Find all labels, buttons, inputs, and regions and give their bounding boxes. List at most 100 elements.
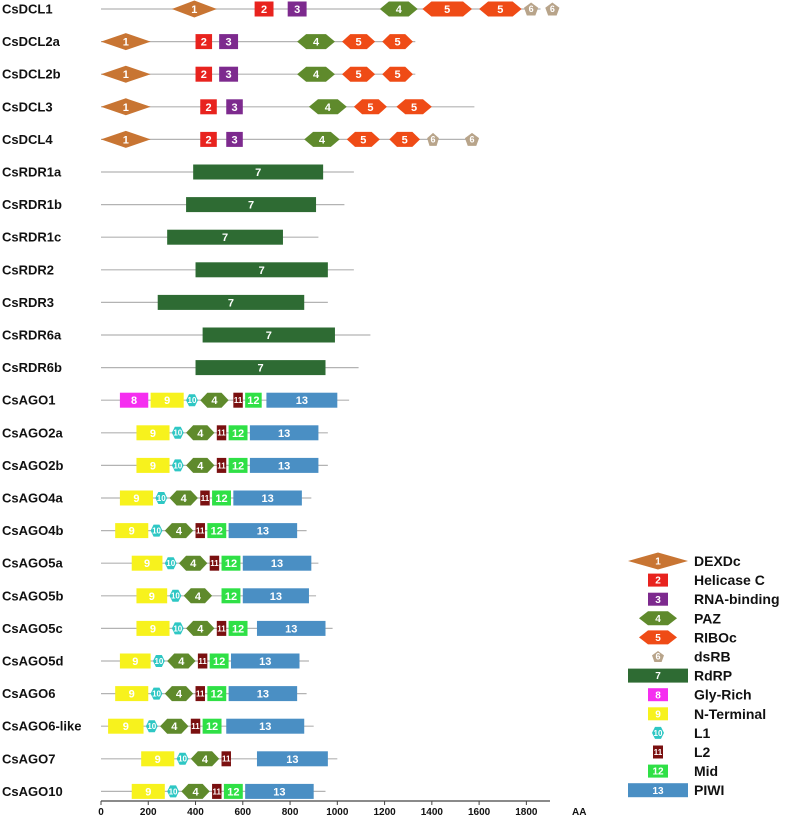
domain-shape xyxy=(119,490,153,506)
legend-item: 12 Mid xyxy=(648,763,718,779)
domain-shape xyxy=(169,589,182,602)
domain-helicase-c: 2 xyxy=(195,66,213,82)
domain-shape xyxy=(171,426,184,439)
domain-shape xyxy=(101,33,151,51)
legend-swatch-number: 3 xyxy=(655,595,661,606)
domain-number: 7 xyxy=(228,297,234,309)
gene-row: CsDCL2b 1 2 3 4 5 5 xyxy=(2,65,416,83)
domain-shape xyxy=(101,98,151,116)
domain-shape xyxy=(157,294,305,310)
legend-swatch-shape xyxy=(648,764,668,778)
domain-riboc: 5 xyxy=(422,1,473,17)
domain-shape xyxy=(119,653,151,669)
gene-name: CsAGO7 xyxy=(2,751,55,766)
domain-number: 11 xyxy=(196,689,205,698)
domain-shape xyxy=(193,164,324,180)
domain-rdrp: 7 xyxy=(186,197,317,213)
domain-shape xyxy=(228,686,298,702)
domain-piwi: 13 xyxy=(266,392,338,408)
domain-shape xyxy=(254,1,274,17)
domain-shape xyxy=(233,392,243,408)
length-axis: 0 200 400 600 800 1000 1200 1400 1600 1800 AA xyxy=(98,800,586,816)
domain-number: 9 xyxy=(144,558,150,570)
domain-rdrp: 7 xyxy=(167,229,283,245)
domain-piwi: 13 xyxy=(233,490,302,506)
domain-helicase-c: 2 xyxy=(200,131,217,147)
domain-number: 4 xyxy=(171,721,178,733)
domain-shape xyxy=(141,751,175,767)
domain-shape xyxy=(228,457,248,473)
gene-name: CsDCL2b xyxy=(2,67,61,82)
domain-shape xyxy=(195,686,205,702)
domain-shape xyxy=(342,66,376,82)
legend-item: 2 Helicase C xyxy=(648,572,765,588)
legend-swatch-number: 4 xyxy=(655,614,661,625)
domain-number: 13 xyxy=(257,526,269,538)
domain-number: 11 xyxy=(196,526,205,535)
legend-swatch-number: 7 xyxy=(655,671,661,682)
domain-shape xyxy=(207,523,227,539)
domain-shape xyxy=(186,197,317,213)
domain-shape xyxy=(346,131,380,147)
domain-number: 8 xyxy=(131,395,137,407)
domain-mid: 12 xyxy=(212,490,231,506)
gene-row: CsAGO6-like 9 10 4 11 12 13 xyxy=(2,718,314,734)
gene-row: CsAGO4b 9 10 4 11 12 13 xyxy=(2,523,307,539)
legend-swatch-shape xyxy=(628,783,688,798)
gene-row: CsAGO10 9 10 4 11 12 13 xyxy=(2,783,326,799)
axis-tick-label: 1200 xyxy=(373,807,396,816)
domain-number: 3 xyxy=(231,134,237,146)
domain-number: 10 xyxy=(173,429,182,438)
domain-number: 1 xyxy=(123,134,129,146)
domain-shape xyxy=(108,718,144,734)
domain-paz: 4 xyxy=(164,686,194,702)
axis-tick-label: 1600 xyxy=(468,807,491,816)
domain-gly-rich: 8 xyxy=(119,392,149,408)
domain-number: 9 xyxy=(129,526,135,538)
domain-rdrp: 7 xyxy=(195,262,328,278)
axis-tick-label: 600 xyxy=(234,807,251,816)
domain-paz: 4 xyxy=(183,588,213,604)
domain-number: 4 xyxy=(396,4,403,16)
domain-number: 4 xyxy=(313,69,320,81)
domain-dsrb: 6 xyxy=(464,132,480,146)
domain-number: 12 xyxy=(211,526,223,538)
gene-name: CsAGO10 xyxy=(2,784,63,799)
domain-shape xyxy=(190,751,220,767)
domain-number: 10 xyxy=(173,624,182,633)
domain-paz: 4 xyxy=(200,392,229,408)
domain-paz: 4 xyxy=(186,620,215,636)
domain-number: 10 xyxy=(154,657,163,666)
domain-number: 11 xyxy=(217,461,226,470)
domain-number: 4 xyxy=(197,623,204,635)
domain-number: 13 xyxy=(278,428,290,440)
gene-row: CsRDR1c 7 xyxy=(2,229,319,245)
domain-number: 4 xyxy=(325,102,332,114)
domain-n-terminal: 9 xyxy=(131,555,163,571)
domain-rdrp: 7 xyxy=(202,327,335,343)
domain-shape xyxy=(464,132,480,146)
domain-number: 4 xyxy=(197,428,204,440)
domain-n-terminal: 9 xyxy=(119,653,151,669)
domain-number: 13 xyxy=(278,460,290,472)
domain-number: 4 xyxy=(197,460,204,472)
domain-shape xyxy=(221,751,231,767)
domain-rna-binding: 3 xyxy=(226,99,243,115)
domain-shape xyxy=(131,783,165,799)
domain-n-terminal: 9 xyxy=(141,751,175,767)
gene-row: CsDCL2a 1 2 3 4 5 5 xyxy=(2,33,416,51)
gene-name: CsRDR6b xyxy=(2,360,62,375)
legend-swatch-number: 1 xyxy=(655,557,661,568)
domain-number: 11 xyxy=(222,755,231,764)
legend-swatch-number: 9 xyxy=(655,709,661,720)
domain-number: 2 xyxy=(261,4,267,16)
domain-l2: 11 xyxy=(221,751,231,767)
domain-dsrb: 6 xyxy=(524,2,539,16)
domain-number: 5 xyxy=(497,4,503,16)
domain-shape xyxy=(167,229,283,245)
domain-rdrp: 7 xyxy=(157,294,305,310)
gene-name: CsAGO5a xyxy=(2,556,63,571)
domain-number: 11 xyxy=(213,787,222,796)
